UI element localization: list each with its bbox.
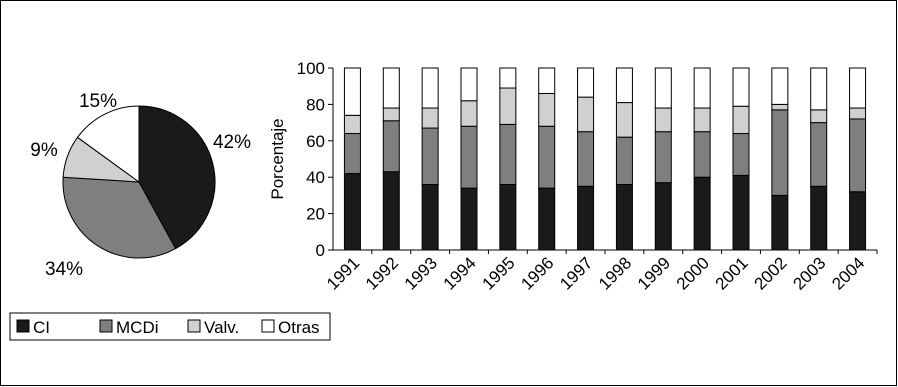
x-tick-label: 1991: [323, 253, 363, 293]
pie-chart: 42% 34% 9% 15%: [30, 91, 251, 280]
bar-segment-mcdi-2002: [771, 109, 789, 196]
x-tick-label: 1998: [595, 253, 635, 293]
x-tick-label: 1992: [362, 253, 402, 293]
bar-segment-otras-1994: [460, 67, 478, 102]
y-axis-label: Porcentaje: [268, 118, 287, 199]
bar-segment-valv-2004: [849, 107, 867, 120]
bar-segment-ci-1999: [654, 182, 672, 251]
bar-segment-ci-1997: [577, 185, 595, 251]
bar-segment-valv-1992: [382, 107, 400, 122]
legend-box: [9, 312, 331, 341]
bar-segment-valv-1998: [615, 102, 633, 138]
bar-segment-valv-1991: [343, 114, 361, 135]
legend: CI MCDi Valv. Otras: [9, 312, 331, 341]
y-tick-label: 100: [297, 59, 325, 78]
bar-segment-mcdi-1995: [499, 123, 517, 185]
pie-slice-ci: [138, 105, 216, 250]
legend-label-ci: CI: [33, 318, 50, 337]
bar-segment-mcdi-2004: [849, 118, 867, 193]
bar-segment-mcdi-1999: [654, 131, 672, 184]
bar-segment-mcdi-2000: [693, 131, 711, 178]
legend-label-valv: Valv.: [204, 318, 239, 337]
bar-segment-otras-2002: [771, 67, 789, 105]
legend-label-otras: Otras: [278, 318, 320, 337]
x-tick-label: 2003: [789, 253, 829, 293]
legend-swatch-valv: [187, 319, 201, 333]
bar-segment-ci-1998: [615, 183, 633, 251]
bar-segment-ci-2004: [849, 191, 867, 251]
bar-segment-ci-2001: [732, 174, 750, 251]
bar-segment-valv-1996: [538, 92, 556, 127]
bar-segment-mcdi-1998: [615, 136, 633, 185]
y-tick-label: 60: [306, 132, 325, 151]
bar-segment-ci-2000: [693, 176, 711, 251]
x-tick-label: 2004: [828, 253, 868, 293]
bar-segment-valv-2002: [771, 103, 789, 111]
legend-swatch-mcdi: [99, 319, 113, 333]
pie-label-mcdi: 34%: [45, 259, 83, 280]
bar-segment-valv-1993: [421, 107, 439, 129]
x-tick-label: 1994: [440, 253, 480, 293]
bar-segment-valv-1994: [460, 100, 478, 127]
bar-segment-ci-1994: [460, 187, 478, 251]
pie-label-ci: 42%: [213, 132, 251, 153]
bar-segment-otras-2003: [810, 67, 828, 111]
bar-segment-mcdi-1993: [421, 127, 439, 185]
x-tick-label: 1993: [401, 253, 441, 293]
bar-segment-mcdi-2003: [810, 122, 828, 187]
bar-segment-otras-1998: [615, 67, 633, 104]
bar-segment-otras-1997: [577, 67, 595, 98]
bar-segment-ci-1992: [382, 171, 400, 251]
bar-segment-mcdi-1997: [577, 131, 595, 187]
bar-segment-mcdi-1994: [460, 125, 478, 189]
bar-segment-otras-1995: [499, 67, 517, 89]
bar-segment-otras-1992: [382, 67, 400, 109]
pie-label-valv: 9%: [30, 140, 58, 161]
legend-swatch-ci: [16, 319, 30, 333]
bar-segment-valv-2001: [732, 105, 750, 135]
x-tick-label: 1997: [556, 253, 596, 293]
bar-segment-otras-2000: [693, 67, 711, 109]
bar-segment-valv-1997: [577, 96, 595, 133]
bar-segment-mcdi-1996: [538, 125, 556, 189]
x-tick-label: 1996: [517, 253, 557, 293]
pie-slice-mcdi: [62, 176, 177, 259]
bar-segment-valv-1999: [654, 107, 672, 133]
bar-segment-mcdi-1991: [343, 133, 361, 175]
y-tick-label: 80: [306, 95, 325, 114]
x-tick-label: 2001: [712, 253, 752, 293]
bar-segment-otras-1999: [654, 67, 672, 109]
bar-segment-otras-1993: [421, 67, 439, 109]
bar-segment-ci-1995: [499, 183, 517, 251]
pie-slice-otras: [76, 105, 140, 183]
legend-swatch-otras: [261, 319, 275, 333]
bar-segment-valv-2000: [693, 107, 711, 133]
legend-label-mcdi: MCDi: [116, 318, 159, 337]
bar-segment-ci-2002: [771, 194, 789, 251]
bar-segment-valv-2003: [810, 109, 828, 124]
bar-segment-otras-1991: [343, 67, 361, 116]
bar-segment-otras-2001: [732, 67, 750, 107]
bar-segment-ci-1993: [421, 183, 439, 251]
bar-segment-mcdi-1992: [382, 120, 400, 173]
bar-segment-otras-2004: [849, 67, 867, 109]
y-tick-label: 0: [316, 241, 325, 260]
bar-segment-ci-1996: [538, 187, 556, 251]
bar-segment-valv-1995: [499, 87, 517, 125]
x-tick-label: 1995: [479, 253, 519, 293]
x-tick-label: 2000: [673, 253, 713, 293]
stacked-bar-chart: 020406080100Porcentaje199119921993199419…: [268, 59, 878, 294]
bar-segment-ci-1991: [343, 173, 361, 251]
y-tick-label: 20: [306, 205, 325, 224]
x-tick-label: 1999: [634, 253, 674, 293]
y-tick-label: 40: [306, 168, 325, 187]
bar-segment-mcdi-2001: [732, 133, 750, 176]
pie-label-otras: 15%: [79, 91, 117, 112]
x-tick-label: 2002: [751, 253, 791, 293]
bar-segment-otras-1996: [538, 67, 556, 94]
bar-segment-ci-2003: [810, 185, 828, 251]
